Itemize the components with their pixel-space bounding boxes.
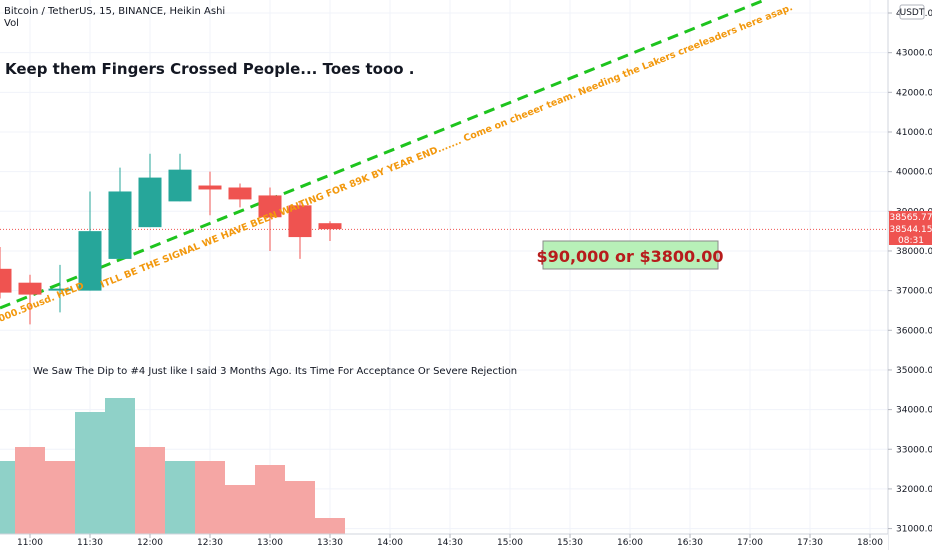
currency-label: USDT <box>900 8 925 18</box>
volume-bar <box>315 518 345 534</box>
time-tick-label: 12:30 <box>197 538 223 548</box>
vol-label[interactable]: Vol <box>4 18 19 29</box>
symbol-line: Bitcoin / TetherUS, 15, BINANCE, Heikin … <box>4 6 225 17</box>
time-tick-label: 11:30 <box>77 538 103 548</box>
price-label-upper: 38565.77 <box>889 211 932 223</box>
candle-body <box>48 288 72 291</box>
price-axis-bg <box>888 0 932 550</box>
price-tick-label: 33000.00 <box>896 445 932 455</box>
volume-bar <box>195 461 225 534</box>
volume-bar <box>255 465 285 534</box>
candle-body <box>198 185 222 190</box>
candle-body <box>78 231 102 291</box>
time-tick-label: 17:00 <box>737 538 763 548</box>
volume-bar <box>165 461 195 534</box>
candle-body <box>168 169 192 202</box>
time-tick-label: 15:30 <box>557 538 583 548</box>
candle-body <box>228 187 252 200</box>
time-tick-label: 14:00 <box>377 538 403 548</box>
time-tick-label: 15:00 <box>497 538 523 548</box>
time-axis-ticks: 11:00 11:30 12:00 12:30 13:00 13:30 14:00 14:30… <box>17 534 883 548</box>
price-tick-label: 38000.00 <box>896 247 932 257</box>
price-tick-label: 31000.00 <box>896 525 932 535</box>
volume-bar <box>285 481 315 534</box>
volume-bars <box>0 398 345 534</box>
time-tick-label: 18:00 <box>857 538 883 548</box>
price-tick-label: 34000.00 <box>896 406 932 416</box>
candle-body <box>108 191 132 259</box>
price-tick-label: 42000.00 <box>896 88 932 98</box>
price-tick-label: 35000.00 <box>896 366 932 376</box>
volume-bar <box>75 412 105 534</box>
price-target-text: $90,000 or $3800.00 <box>537 247 724 266</box>
time-tick-label: 11:00 <box>17 538 43 548</box>
candle-body <box>288 205 312 238</box>
dip-annotation: We Saw The Dip to #4 Just like I said 3 … <box>33 366 517 377</box>
candle-body <box>318 223 342 230</box>
countdown-label: 08:31 <box>898 236 924 246</box>
time-tick-label: 16:30 <box>677 538 703 548</box>
time-tick-label: 16:00 <box>617 538 643 548</box>
volume-bar <box>0 461 15 534</box>
volume-bar <box>105 398 135 534</box>
volume-bar <box>135 447 165 534</box>
svg-text:38544.15: 38544.15 <box>890 225 932 235</box>
candle-body <box>258 195 282 218</box>
time-axis-bg <box>0 534 888 550</box>
svg-text:38565.77: 38565.77 <box>890 213 932 223</box>
time-tick-label: 12:00 <box>137 538 163 548</box>
price-tick-label: 41000.00 <box>896 128 932 138</box>
volume-bar <box>15 447 45 534</box>
time-tick-label: 13:30 <box>317 538 343 548</box>
candle-body <box>138 177 162 228</box>
price-tick-label: 37000.00 <box>896 287 932 297</box>
price-tick-label: 36000.00 <box>896 326 932 336</box>
currency-button[interactable]: USDT <box>899 4 925 20</box>
candles <box>0 153 342 325</box>
time-tick-label: 13:00 <box>257 538 283 548</box>
time-tick-label: 14:30 <box>437 538 463 548</box>
price-tick-label: 32000.00 <box>896 485 932 495</box>
volume-bar <box>225 485 255 534</box>
price-tick-label: 43000.00 <box>896 49 932 59</box>
candle-body <box>18 282 42 295</box>
price-label-last: 38544.15 08:31 <box>889 223 932 246</box>
price-target-box: $90,000 or $3800.00 <box>537 240 724 270</box>
headline-annotation: Keep them Fingers Crossed People... Toes… <box>5 60 414 78</box>
price-tick-label: 40000.00 <box>896 168 932 178</box>
trendline-annotation-left: 000.50usd. HELD <box>0 280 86 324</box>
candle-body <box>0 268 12 293</box>
time-tick-label: 17:30 <box>797 538 823 548</box>
volume-bar <box>45 461 75 534</box>
